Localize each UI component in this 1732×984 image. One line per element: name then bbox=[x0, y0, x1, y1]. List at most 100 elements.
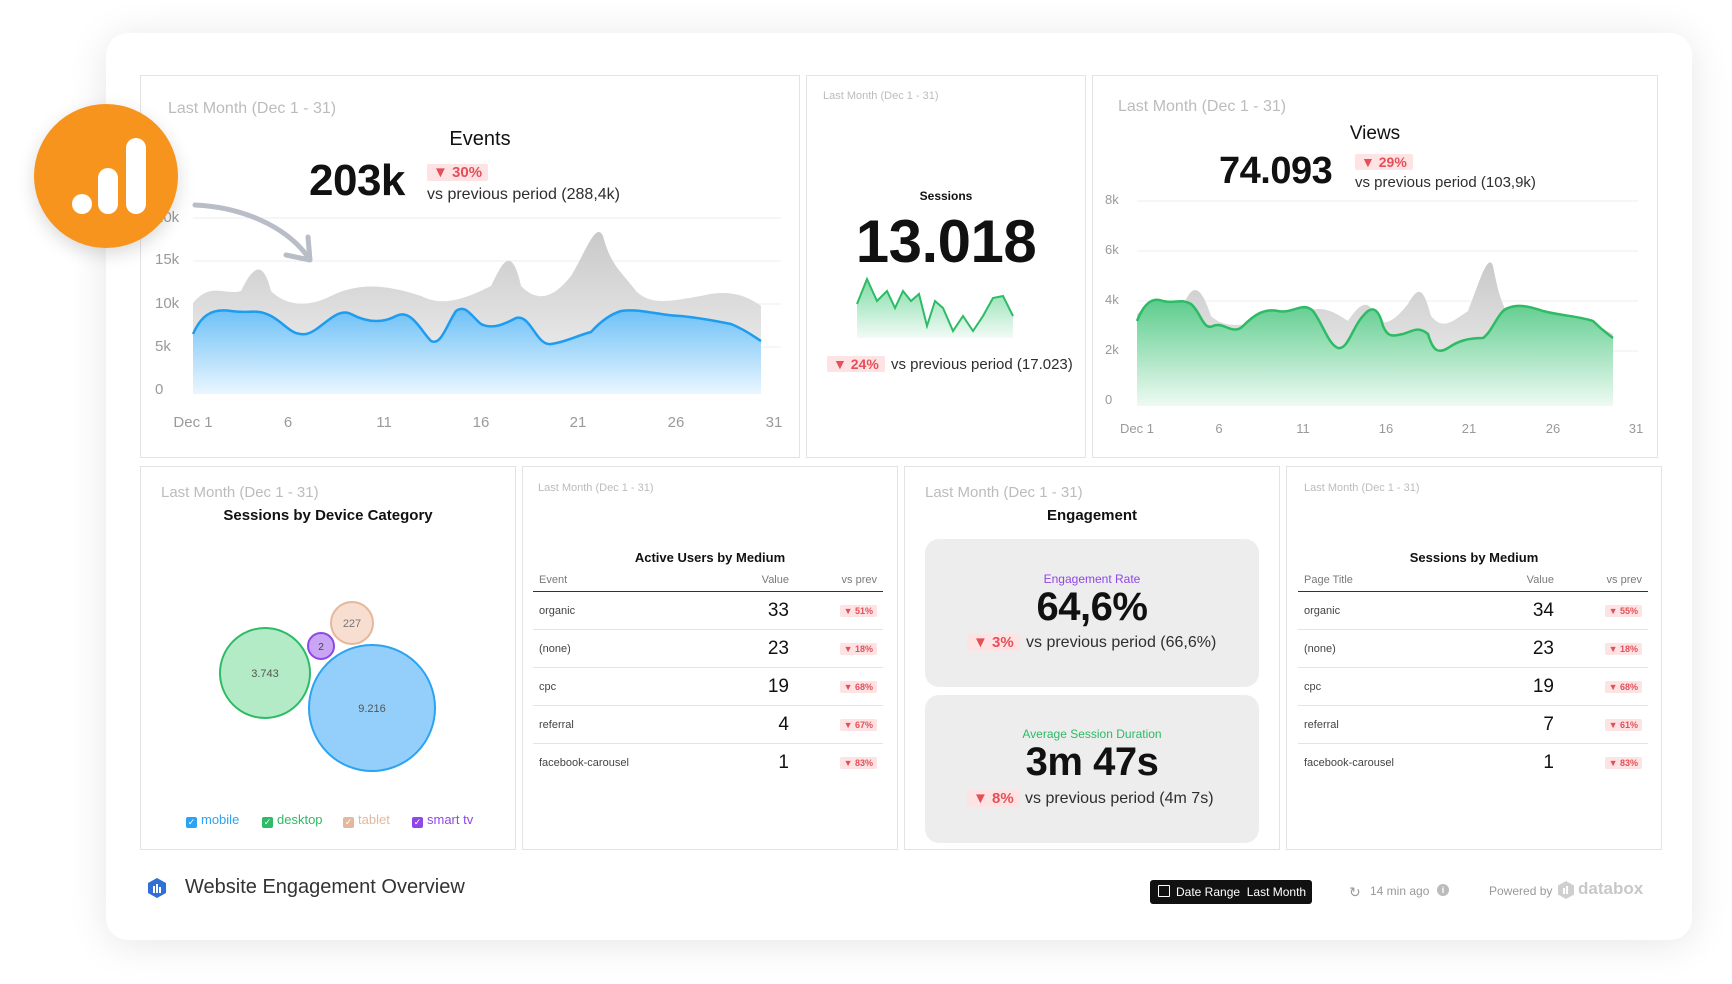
change-badge: ▼ 8% bbox=[967, 790, 1020, 807]
last-updated: 14 min ago bbox=[1370, 884, 1430, 898]
y-tick: 4k bbox=[1105, 292, 1119, 307]
table-row[interactable]: (none) 23 ▼ 18% bbox=[533, 629, 883, 668]
x-tick: 26 bbox=[1545, 421, 1561, 436]
compare-text: vs previous period (288,4k) bbox=[427, 186, 620, 203]
bubble-smart-tv bbox=[307, 632, 335, 660]
change-pill: ▼ 67% bbox=[839, 718, 877, 731]
bubble-mobile bbox=[308, 644, 436, 772]
x-tick: 6 bbox=[283, 414, 293, 431]
calendar-icon bbox=[1158, 885, 1170, 897]
table-row[interactable]: cpc 19 ▼ 68% bbox=[1298, 667, 1648, 706]
table-header: Event Value vs prev bbox=[533, 569, 883, 592]
bubble-chart: 3.743 9.216 227 2 bbox=[219, 601, 436, 772]
sessions-medium-tile[interactable]: Last Month (Dec 1 - 31) Sessions by Medi… bbox=[1286, 466, 1662, 850]
period-label: Last Month (Dec 1 - 31) bbox=[538, 482, 654, 494]
databox-brand-icon bbox=[1558, 881, 1574, 899]
change-pill: ▼ 18% bbox=[1604, 642, 1642, 655]
sessions-tile[interactable]: Last Month (Dec 1 - 31) Sessions 13.018 … bbox=[806, 75, 1086, 458]
x-tick: 21 bbox=[1461, 421, 1477, 436]
current-period-line bbox=[191, 307, 762, 346]
period-label: Last Month (Dec 1 - 31) bbox=[168, 100, 337, 117]
views-tile[interactable]: Last Month (Dec 1 - 31) Views 74.093 ▼ 2… bbox=[1092, 75, 1658, 458]
table-row[interactable]: cpc 19 ▼ 68% bbox=[533, 667, 883, 706]
y-tick: 6k bbox=[1105, 242, 1119, 257]
tile-title: Views bbox=[1349, 123, 1401, 144]
table-row[interactable]: referral 4 ▼ 67% bbox=[533, 705, 883, 744]
sessions-sparkline bbox=[856, 276, 1014, 338]
refresh-icon[interactable]: ↻ bbox=[1349, 884, 1361, 900]
change-pill: ▼ 68% bbox=[1604, 680, 1642, 693]
dashboard-title: Website Engagement Overview bbox=[185, 876, 465, 898]
tile-title: Sessions by Device Category bbox=[223, 507, 433, 524]
period-label: Last Month (Dec 1 - 31) bbox=[1304, 482, 1420, 494]
period-label: Last Month (Dec 1 - 31) bbox=[823, 90, 939, 102]
change-badge: ▼ 30% bbox=[427, 164, 489, 181]
avg-session-duration-card[interactable]: Average Session Duration 3m 47s ▼ 8% vs … bbox=[925, 695, 1259, 843]
tile-title: Engagement bbox=[1046, 507, 1137, 524]
bubble-label-mobile: 9.216 bbox=[358, 703, 386, 715]
x-tick: 26 bbox=[667, 414, 685, 431]
compare-text: vs previous period (17.023) bbox=[891, 356, 1073, 373]
y-tick: 0 bbox=[155, 381, 164, 398]
compare-text: vs previous period (4m 7s) bbox=[1025, 790, 1214, 807]
events-value: 203k bbox=[309, 156, 405, 205]
tile-title: Sessions by Medium bbox=[1409, 550, 1539, 565]
bubble-tablet bbox=[330, 601, 374, 645]
legend-item-tablet[interactable]: ✓ tablet bbox=[343, 812, 390, 828]
table-row[interactable]: referral 7 ▼ 61% bbox=[1298, 705, 1648, 744]
bubble-desktop bbox=[219, 627, 311, 719]
engagement-rate-card[interactable]: Engagement Rate 64,6% ▼ 3% vs previous p… bbox=[925, 539, 1259, 687]
analytics-bars-icon bbox=[72, 138, 146, 214]
sessions-medium-table: Page Title Value vs prev organic 34 ▼ 55% … bbox=[1298, 569, 1648, 781]
change-pill: ▼ 51% bbox=[839, 604, 877, 617]
x-tick: 6 bbox=[1215, 421, 1223, 436]
change-pill: ▼ 55% bbox=[1604, 604, 1642, 617]
date-range-button[interactable]: Date Range Last Month bbox=[1150, 880, 1312, 904]
engagement-tile[interactable]: Last Month (Dec 1 - 31) Engagement Engag… bbox=[904, 466, 1280, 850]
x-tick: 11 bbox=[376, 414, 392, 431]
change-pill: ▼ 18% bbox=[839, 642, 877, 655]
table-row[interactable]: organic 33 ▼ 51% bbox=[533, 591, 883, 630]
legend-item-smart-tv[interactable]: ✓ smart tv bbox=[412, 812, 474, 828]
tile-title: Events bbox=[449, 128, 511, 150]
x-tick: 21 bbox=[569, 414, 587, 431]
tile-title: Sessions bbox=[919, 189, 973, 203]
x-tick: 16 bbox=[1378, 421, 1394, 436]
change-badge: ▼ 3% bbox=[967, 634, 1020, 651]
x-tick: 31 bbox=[765, 414, 783, 431]
bubble-label-smart-tv: 2 bbox=[318, 642, 324, 653]
period-label: Last Month (Dec 1 - 31) bbox=[925, 484, 1083, 501]
legend-item-mobile[interactable]: ✓ mobile bbox=[186, 812, 240, 828]
legend-item-desktop[interactable]: ✓ desktop bbox=[262, 812, 323, 828]
engagement-rate-value: 64,6% bbox=[1036, 585, 1148, 629]
arrow-annotation-icon bbox=[192, 202, 313, 263]
period-label: Last Month (Dec 1 - 31) bbox=[161, 484, 319, 501]
checkbox-icon: ✓ bbox=[412, 817, 423, 828]
change-pill: ▼ 83% bbox=[1604, 756, 1642, 769]
table-row[interactable]: facebook-carousel 1 ▼ 83% bbox=[533, 744, 883, 782]
change-pill: ▼ 83% bbox=[839, 756, 877, 769]
info-icon[interactable]: i bbox=[1437, 884, 1449, 896]
current-period-area bbox=[193, 308, 761, 394]
y-tick: 15k bbox=[155, 251, 180, 268]
change-pill: ▼ 68% bbox=[839, 680, 877, 693]
sparkline-area bbox=[857, 279, 1013, 338]
table-row[interactable]: organic 34 ▼ 55% bbox=[1298, 591, 1648, 630]
current-period-line bbox=[1135, 298, 1614, 352]
compare-text: vs previous period (66,6%) bbox=[1026, 634, 1217, 651]
sparkline-line bbox=[856, 276, 1014, 334]
y-tick: 2k bbox=[1105, 342, 1119, 357]
metric-label: Average Session Duration bbox=[1022, 727, 1162, 741]
views-area-chart bbox=[1135, 200, 1638, 406]
analytics-logo-badge bbox=[34, 104, 178, 248]
active-users-tile[interactable]: Last Month (Dec 1 - 31) Active Users by … bbox=[522, 466, 898, 850]
bubble-label-desktop: 3.743 bbox=[251, 668, 279, 680]
events-tile[interactable]: Last Month (Dec 1 - 31) Events 203k ▼ 30… bbox=[140, 75, 800, 458]
x-tick: 11 bbox=[1296, 421, 1310, 436]
table-row[interactable]: facebook-carousel 1 ▼ 83% bbox=[1298, 744, 1648, 782]
bubble-label-tablet: 227 bbox=[343, 618, 361, 630]
metric-label: Engagement Rate bbox=[1043, 572, 1141, 586]
views-value: 74.093 bbox=[1219, 150, 1333, 192]
table-row[interactable]: (none) 23 ▼ 18% bbox=[1298, 629, 1648, 668]
device-category-tile[interactable]: Last Month (Dec 1 - 31) Sessions by Devi… bbox=[140, 466, 516, 850]
